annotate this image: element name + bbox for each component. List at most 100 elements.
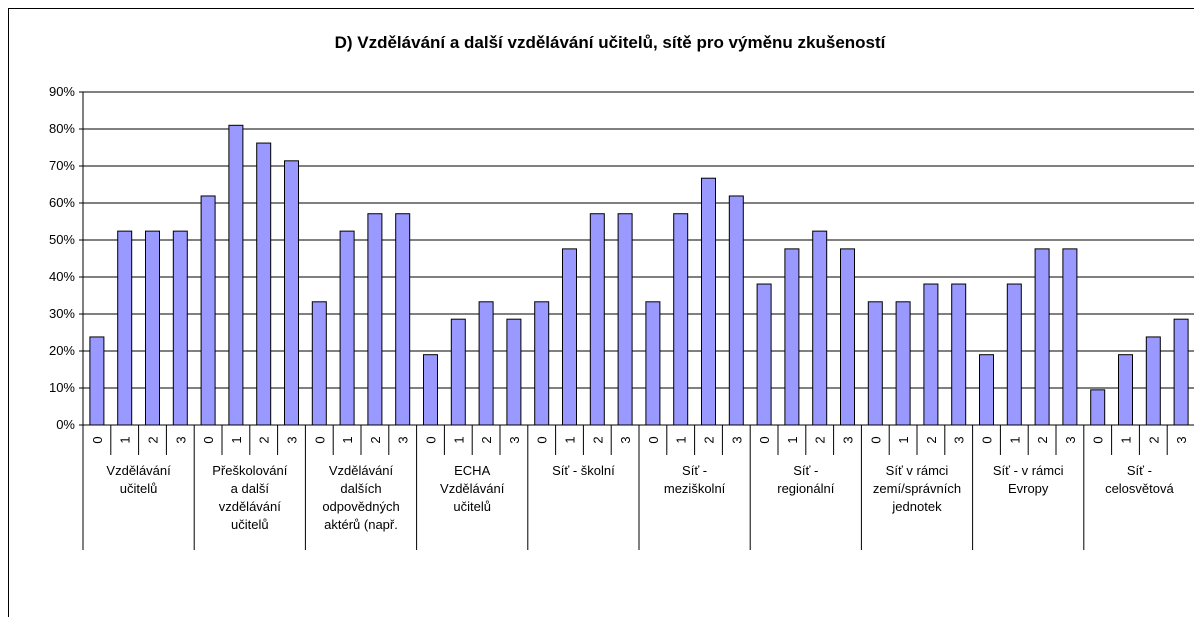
bar <box>368 214 382 425</box>
bar <box>1119 355 1133 425</box>
x-tick-label: 3 <box>1063 436 1078 443</box>
bar <box>618 214 632 425</box>
group-label: učitelů <box>231 517 269 532</box>
x-tick-label: 2 <box>146 436 161 443</box>
chart-title: D) Vzdělávání a další vzdělávání učitelů… <box>335 33 887 52</box>
x-tick-label: 0 <box>535 436 550 443</box>
x-tick-label: 2 <box>479 436 494 443</box>
group-label: Síť v rámci <box>886 463 949 478</box>
x-tick-label: 2 <box>813 436 828 443</box>
bar <box>507 319 521 425</box>
x-tick-label: 0 <box>201 436 216 443</box>
y-tick-label: 20% <box>49 343 75 358</box>
x-tick-label: 0 <box>1091 436 1106 443</box>
group-label: regionální <box>777 481 834 496</box>
y-tick-label: 30% <box>49 306 75 321</box>
bar <box>1091 390 1105 425</box>
x-tick-label: 1 <box>1007 436 1022 443</box>
group-label: Přeškolování <box>212 463 288 478</box>
x-tick-label: 3 <box>618 436 633 443</box>
bar <box>396 214 410 425</box>
y-tick-label: 70% <box>49 158 75 173</box>
bar <box>257 143 271 425</box>
x-tick-label: 3 <box>841 436 856 443</box>
group-label: meziškolní <box>664 481 726 496</box>
bar <box>424 355 438 425</box>
x-tick-label: 1 <box>340 436 355 443</box>
group-label: celosvětová <box>1105 481 1174 496</box>
x-tick-label: 1 <box>118 436 133 443</box>
x-tick-label: 0 <box>868 436 883 443</box>
bar <box>868 302 882 425</box>
x-tick-label: 2 <box>257 436 272 443</box>
x-tick-label: 3 <box>952 436 967 443</box>
y-tick-label: 60% <box>49 195 75 210</box>
bar <box>813 231 827 425</box>
x-tick-label: 3 <box>173 436 188 443</box>
group-label: Evropy <box>1008 481 1049 496</box>
group-label: Síť - školní <box>552 463 615 478</box>
y-tick-label: 90% <box>49 84 75 99</box>
x-tick-label: 2 <box>590 436 605 443</box>
group-label: Síť - v rámci <box>993 463 1064 478</box>
x-tick-label: 2 <box>1035 436 1050 443</box>
group-label: jednotek <box>891 499 942 514</box>
x-tick-label: 3 <box>507 436 522 443</box>
bar <box>896 302 910 425</box>
bar <box>201 196 215 425</box>
bar <box>118 231 132 425</box>
bar <box>340 231 354 425</box>
group-label: Síť - <box>682 463 707 478</box>
bar <box>702 178 716 425</box>
y-tick-label: 10% <box>49 380 75 395</box>
bar <box>563 249 577 425</box>
bar <box>451 319 465 425</box>
x-tick-label: 0 <box>312 436 327 443</box>
bar <box>785 249 799 425</box>
x-tick-label: 1 <box>451 436 466 443</box>
bar <box>285 161 299 425</box>
group-label: ECHA <box>454 463 490 478</box>
bar <box>535 302 549 425</box>
x-tick-label: 2 <box>924 436 939 443</box>
bar <box>924 284 938 425</box>
y-tick-label: 80% <box>49 121 75 136</box>
bar <box>952 284 966 425</box>
bar <box>173 231 187 425</box>
group-label: zemí/správních <box>873 481 961 496</box>
y-tick-label: 40% <box>49 269 75 284</box>
bar <box>1174 319 1188 425</box>
bar <box>1035 249 1049 425</box>
bar <box>90 337 104 425</box>
y-tick-label: 0% <box>56 417 75 432</box>
x-tick-label: 3 <box>285 436 300 443</box>
x-tick-label: 1 <box>1119 436 1134 443</box>
bar <box>980 355 994 425</box>
bar <box>674 214 688 425</box>
bar <box>646 302 660 425</box>
group-label: Vzdělávání <box>329 463 394 478</box>
bar <box>479 302 493 425</box>
group-label: Vzdělávání <box>440 481 505 496</box>
x-tick-label: 1 <box>674 436 689 443</box>
x-tick-label: 1 <box>896 436 911 443</box>
bar <box>841 249 855 425</box>
group-label: Vzdělávání <box>106 463 171 478</box>
y-tick-label: 50% <box>49 232 75 247</box>
group-label: vzdělávání <box>219 499 282 514</box>
x-tick-label: 2 <box>702 436 717 443</box>
bar <box>1007 284 1021 425</box>
group-label: učitelů <box>120 481 158 496</box>
x-tick-label: 1 <box>563 436 578 443</box>
x-tick-label: 0 <box>757 436 772 443</box>
bar <box>1146 337 1160 425</box>
bar <box>146 231 160 425</box>
group-label: a další <box>231 481 270 496</box>
bar <box>1063 249 1077 425</box>
bar <box>312 302 326 425</box>
x-tick-label: 1 <box>785 436 800 443</box>
x-tick-label: 0 <box>90 436 105 443</box>
x-tick-label: 3 <box>396 436 411 443</box>
bar <box>590 214 604 425</box>
